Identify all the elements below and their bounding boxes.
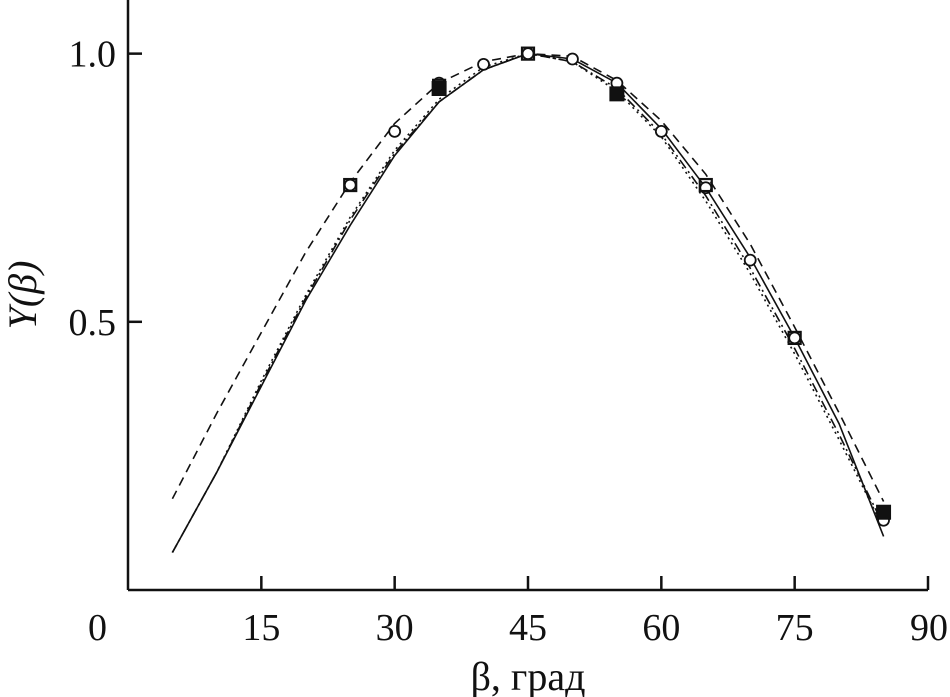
data-markers xyxy=(343,46,892,527)
series-line-solid xyxy=(171,52,885,553)
x-tick-label: 75 xyxy=(776,607,814,649)
y-tick-label: 0.5 xyxy=(69,302,117,344)
x-tick-label: 30 xyxy=(376,607,414,649)
marker-open-circle xyxy=(477,57,490,71)
series-line-dashed xyxy=(171,52,885,502)
marker-open-circle xyxy=(566,52,579,66)
marker-filled-square xyxy=(876,504,892,520)
marker-open-circle xyxy=(788,331,802,345)
marker-open-square xyxy=(698,177,713,193)
marker-open-square xyxy=(787,330,802,346)
series-line-dash-dot xyxy=(171,52,885,553)
x-tick-label: 60 xyxy=(642,607,680,649)
x-tick-label: 15 xyxy=(242,607,280,649)
x-tick-label: 0 xyxy=(88,607,107,649)
series-lines xyxy=(171,52,885,553)
marker-open-square xyxy=(520,46,536,61)
marker-open-circle xyxy=(743,253,757,267)
x-axis-title: β, град xyxy=(471,654,586,697)
x-tick-label: 45 xyxy=(509,607,547,649)
marker-open-square xyxy=(343,177,358,193)
marker-open-circle xyxy=(654,125,668,138)
marker-filled-square xyxy=(431,81,447,96)
marker-filled-square xyxy=(609,86,625,102)
marker-open-circle xyxy=(388,125,402,138)
marker-open-circle xyxy=(521,47,535,61)
marker-open-circle xyxy=(343,178,357,192)
series-line-dotted xyxy=(171,52,885,553)
y-axis-ticks: 0.5 1.0 xyxy=(69,34,142,344)
y-tick-label: 1.0 xyxy=(69,34,117,76)
x-axis-ticks: 0 15 30 45 60 75 90 xyxy=(88,576,948,649)
x-tick-label: 90 xyxy=(910,607,948,649)
y-axis-title: Y(β) xyxy=(0,261,45,330)
